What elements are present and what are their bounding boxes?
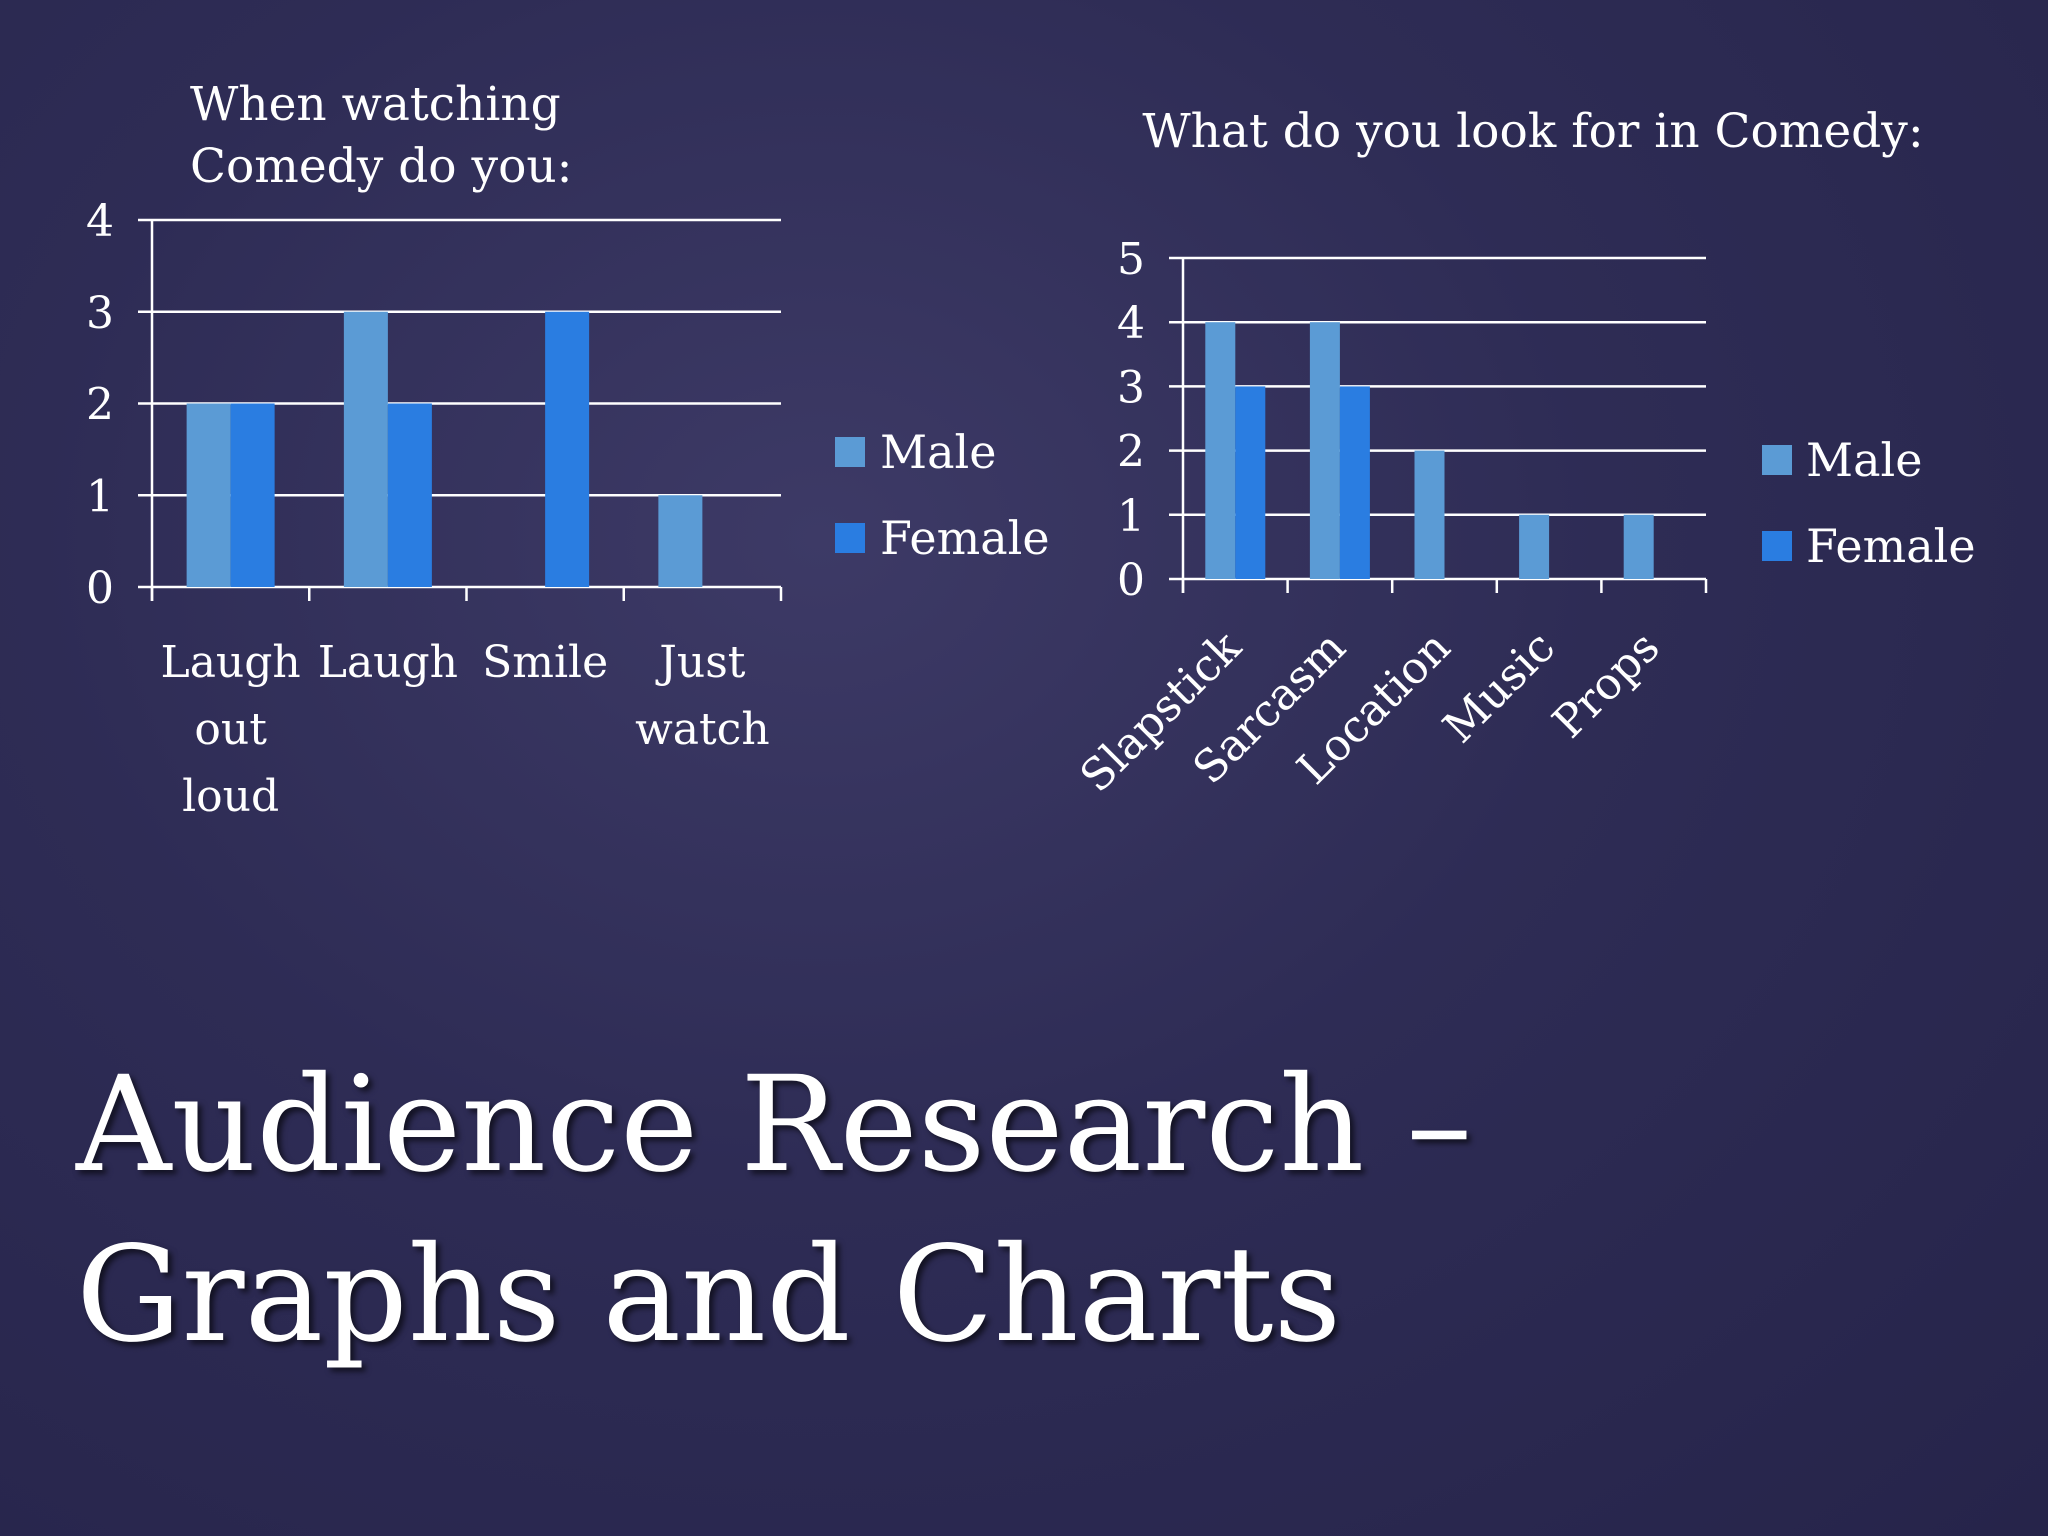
chart-1-title-line: When watching [190,77,561,132]
slide-title-line-1: Audience Research – [76,1048,1473,1202]
legend-label-female: Female [1806,519,1976,573]
x-category-label: Laugh [318,637,458,688]
y-tick-label: 2 [86,380,114,431]
y-tick-label: 2 [1117,427,1145,478]
y-tick-label: 0 [86,563,114,614]
y-tick-label: 3 [86,288,114,339]
bar-female-laugh-out-loud [230,403,275,587]
bar-male-props [1623,514,1654,579]
bar-male-music [1519,514,1550,579]
legend-swatch-female [835,523,865,553]
bar-female-laugh [387,403,432,587]
y-tick-label: 4 [86,196,114,247]
legend-swatch-female [1762,531,1792,561]
chart-1-title-line: Comedy do you: [190,139,573,194]
y-tick-label: 5 [1117,234,1145,285]
y-tick-label: 4 [1117,298,1145,349]
bar-male-slapstick [1205,322,1236,579]
legend-swatch-male [835,437,865,467]
y-tick-label: 3 [1117,362,1145,413]
bar-female-sarcasm [1339,386,1370,579]
legend-label-female: Female [880,511,1050,565]
bar-male-laugh-out-loud [186,403,231,587]
x-category-label: watch [635,704,770,755]
y-tick-label: 1 [86,471,114,522]
bar-male-sarcasm [1309,322,1340,579]
slide-title-line-2: Graphs and Charts [76,1218,1342,1372]
y-tick-label: 1 [1117,491,1145,542]
chart-1: When watching Comedy do you: 0 1 2 3 4 Laugh out… [86,77,1050,822]
x-category-label: Music [1434,622,1565,753]
x-category-label: Smile [482,637,608,688]
bar-male-just-watch [658,495,703,587]
x-category-label: Just [655,637,746,688]
x-category-label: Props [1543,622,1669,748]
bar-female-smile [545,311,590,587]
bar-male-location [1414,450,1445,579]
y-tick-label: 0 [1117,555,1145,606]
chart-2: What do you look for in Comedy:012345Sla… [1071,104,1976,802]
chart-2-title-line: What do you look for in Comedy: [1142,104,1923,159]
slide-title: Audience Research – Graphs and Charts [76,1040,1776,1380]
x-category-label: loud [182,771,279,822]
bar-male-laugh [343,311,388,587]
x-category-label: out [194,704,267,755]
bar-female-slapstick [1235,386,1266,579]
legend-swatch-male [1762,445,1792,475]
x-category-label: Laugh [160,637,300,688]
legend-label-male: Male [1806,433,1922,487]
legend-label-male: Male [880,425,996,479]
